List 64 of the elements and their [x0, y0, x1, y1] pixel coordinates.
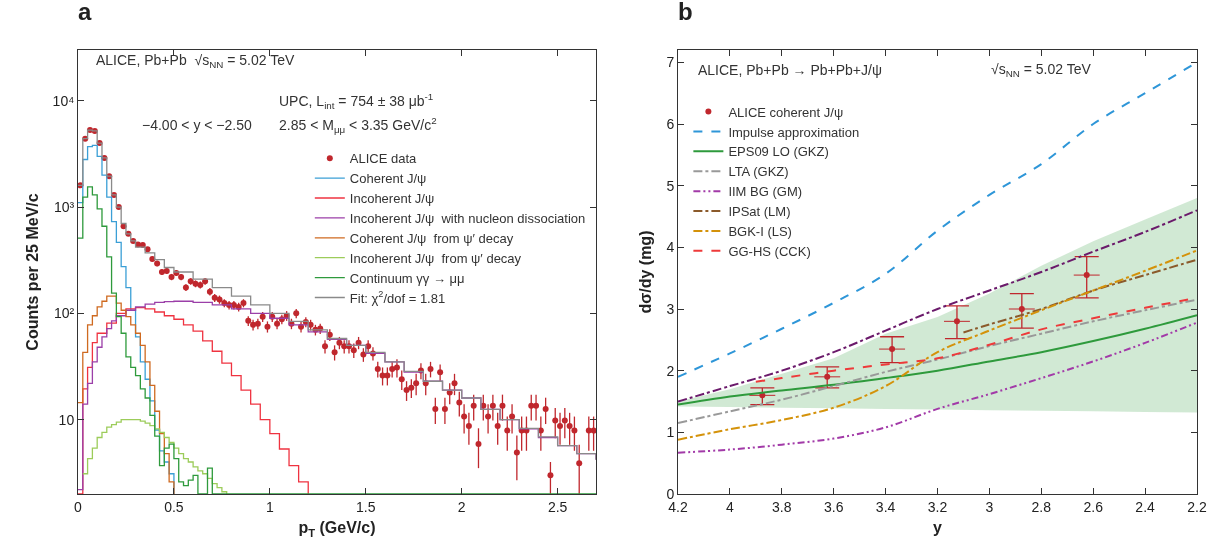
- line-series: [678, 298, 1197, 425]
- x-tick-label: 2: [457, 498, 466, 515]
- annotation: √s$_{NN}$ = 5.02 TeV: [991, 61, 1092, 79]
- line-series: [678, 314, 1197, 406]
- x-tick-label: 2.5: [547, 498, 568, 515]
- legend-label: Continuum γγ → μμ: [349, 270, 465, 286]
- annotation: ALICE, Pb+Pb → Pb+Pb+J/ψ: [698, 62, 882, 78]
- y-tick-label: 10: [58, 411, 75, 428]
- annotation: 2.85 < M$_{μμ}$ < 3.35 GeV/c$^{2}$: [279, 115, 437, 135]
- point: [824, 373, 831, 380]
- legend-label: LTA (GKZ): [728, 164, 789, 180]
- x-tick-label: 2.2: [1187, 498, 1207, 515]
- x-tick-label: 2.8: [1031, 498, 1052, 515]
- legend-label: Coherent J/ψ: [349, 171, 427, 187]
- legend-label: GG-HS (CCK): [728, 243, 811, 259]
- x-tick-label: 0.5: [164, 498, 184, 515]
- y-tick-label: 10²: [53, 305, 75, 322]
- x-tick-label: 3.6: [823, 498, 844, 515]
- y-tick-label: 10³: [53, 198, 75, 215]
- point: [1083, 272, 1090, 279]
- x-tick-label: 3: [985, 498, 994, 515]
- legend-label: IPSat (LM): [728, 204, 791, 220]
- legend-label: ALICE coherent J/ψ: [728, 104, 844, 120]
- x-tick-label: 4: [726, 498, 734, 515]
- legend-label: BGK-I (LS): [728, 224, 792, 240]
- x-tick-label: 3.8: [772, 498, 792, 515]
- legend-label: Impulse approximation: [728, 124, 860, 140]
- line-series: [962, 258, 1197, 334]
- legend-label: Incoherent J/ψ with nucleon dissociation: [349, 210, 586, 226]
- annotation: ALICE, Pb+Pb √s$_{NN}$ = 5.02 TeV: [96, 52, 295, 70]
- line-series: [678, 321, 1197, 454]
- point: [889, 346, 896, 353]
- x-tick-label: 3.4: [875, 498, 896, 515]
- x-tick-label: 2.4: [1135, 498, 1156, 515]
- legend-label: Fit: χ$^{2}$/dof = 1.81: [349, 289, 446, 306]
- legend-label: EPS09 LO (GKZ): [728, 144, 829, 160]
- x-tick-label: 1: [265, 498, 274, 515]
- y-tick-label: 1: [666, 424, 675, 441]
- x-tick-label: 2.6: [1083, 498, 1104, 515]
- chart-title: b: [678, 0, 693, 25]
- y-tick-label: 7: [666, 54, 675, 71]
- x-tick-label: 1.5: [356, 498, 376, 515]
- y-tick-label: 3: [666, 300, 675, 317]
- legend-label: ALICE data: [349, 151, 418, 167]
- point: [1018, 306, 1025, 312]
- y-tick-label: 2: [666, 362, 675, 379]
- y-tick-label: 4: [666, 239, 675, 256]
- annotation: −4.00 < y < −2.50: [142, 117, 252, 133]
- legend-label: Coherent J/ψ from ψ′ decay: [349, 230, 514, 246]
- legend-label: Incoherent J/ψ from ψ′ decay: [349, 250, 522, 266]
- legend-label: IIM BG (GM): [728, 184, 803, 200]
- legend-label: Incoherent J/ψ: [349, 191, 435, 207]
- x-axis-title: y: [933, 519, 943, 537]
- y-tick-label: 5: [666, 177, 675, 194]
- y-axis-title: dσ/dy (mg): [637, 230, 655, 314]
- line-series: [678, 249, 1197, 441]
- chart-title: a: [78, 0, 92, 25]
- y-tick-label: 6: [666, 115, 675, 132]
- point: [953, 318, 960, 325]
- y-axis-title: Counts per 25 MeV/c: [23, 193, 41, 351]
- x-tick-label: 3.2: [927, 498, 948, 515]
- annotation: UPC, L$_{int}$ = 754 ± 38 μb$^{-1}$: [279, 91, 434, 111]
- y-tick-label: 10⁴: [52, 92, 75, 109]
- x-axis-title: p$_{T}$ (GeV/c): [298, 519, 376, 539]
